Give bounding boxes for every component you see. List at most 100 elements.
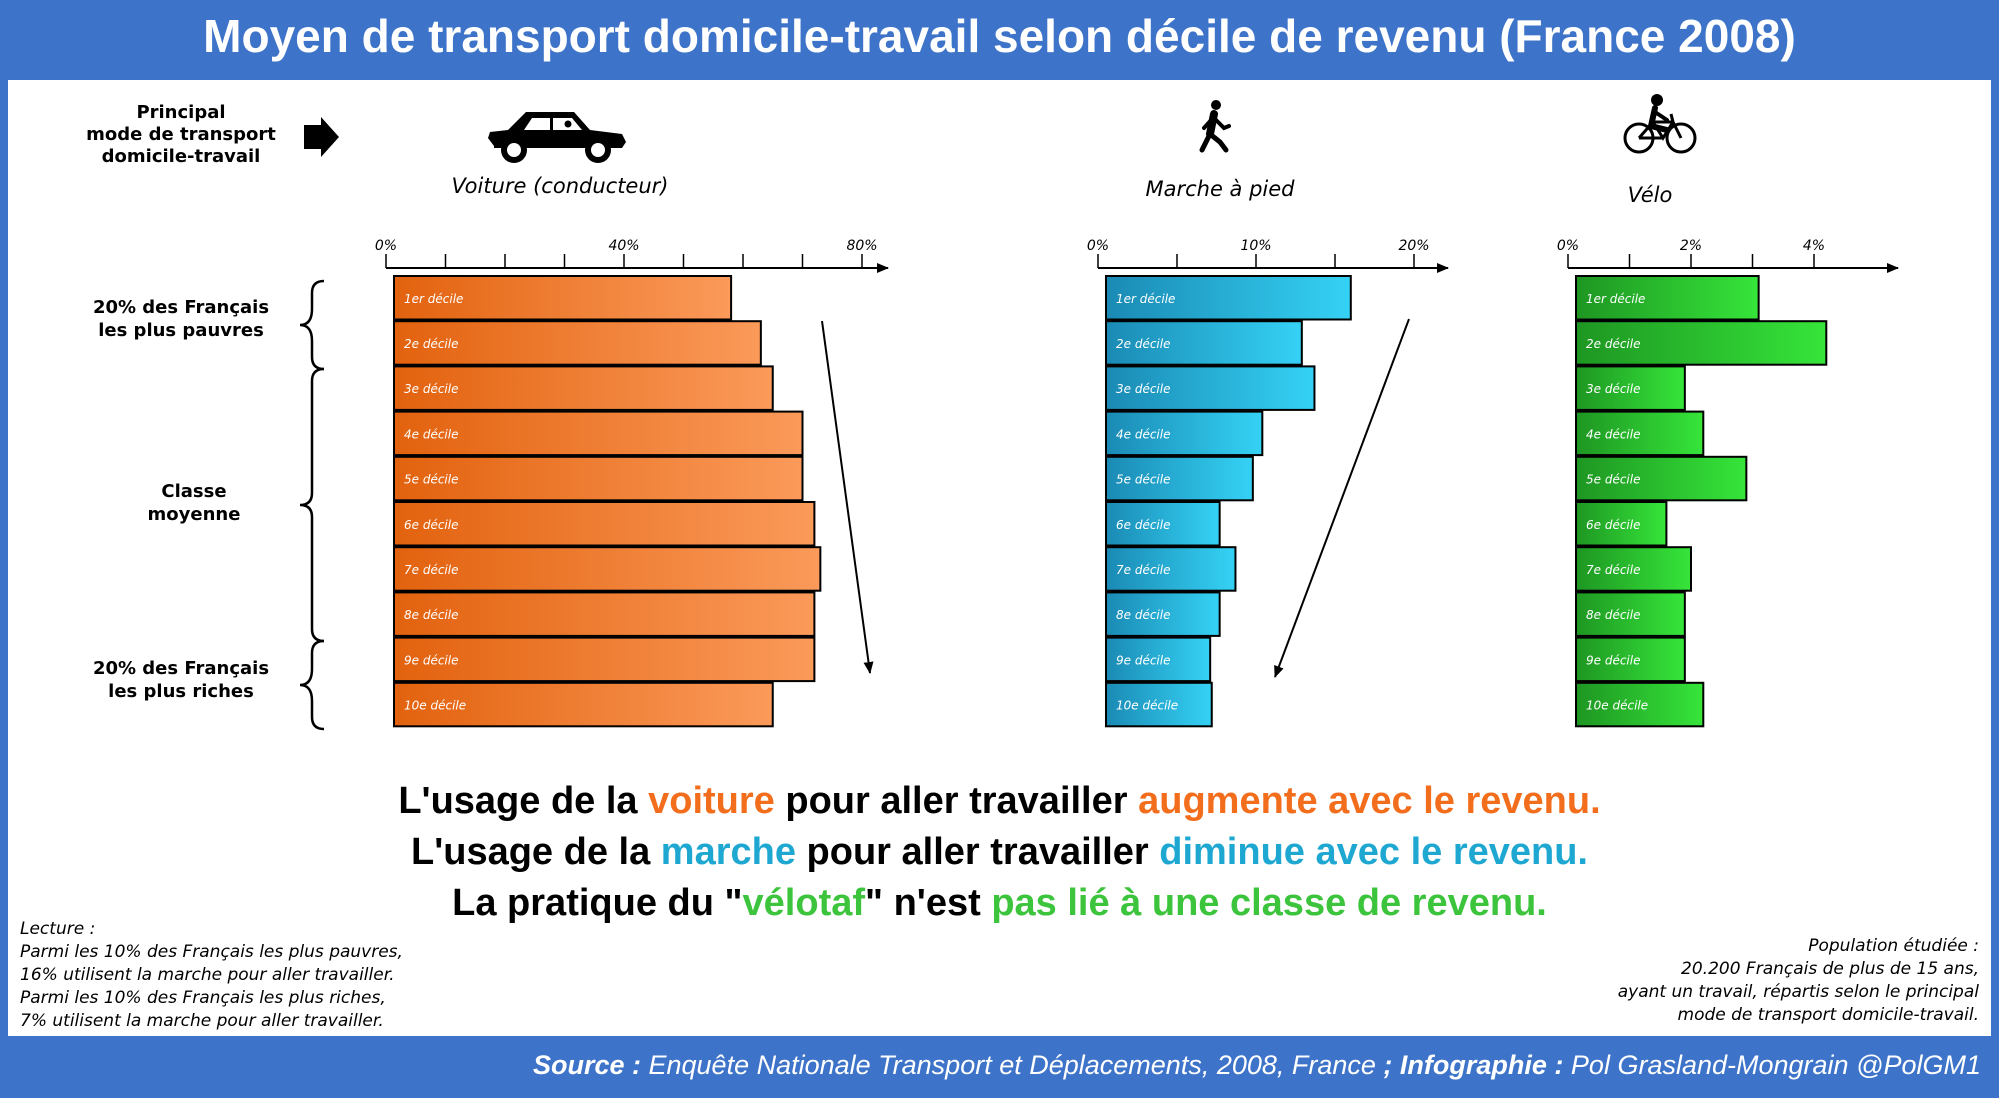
- bar: [393, 591, 816, 637]
- bar-label: 9e décile: [1116, 653, 1170, 667]
- bar-label: 2e décile: [1586, 337, 1640, 351]
- conclusion-segment: vélotaf: [742, 882, 866, 924]
- brace-poor: [299, 279, 325, 371]
- bar-label: 4e décile: [1116, 427, 1170, 441]
- bar-label: 6e décile: [1116, 518, 1170, 532]
- chart-1: Voiture (conducteur) 0% 40% 80% 1er décile 2e…: [375, 174, 889, 728]
- conclusion-segment: pour aller travailler: [774, 780, 1139, 822]
- group-rich-line-1: 20% des Français: [92, 658, 270, 679]
- infographie-label: Infographie :: [1399, 1050, 1564, 1080]
- brace-middle: [299, 367, 325, 643]
- bar-label: 6e décile: [1586, 518, 1640, 532]
- bar-label: 3e décile: [1116, 382, 1170, 396]
- trend-arrow: [1274, 318, 1410, 678]
- source-footer: Source : Enquête Nationale Transport et …: [0, 1038, 1999, 1098]
- bar: [393, 546, 822, 592]
- header-label-line-2: mode de transport: [86, 124, 276, 145]
- bar: [1105, 501, 1221, 547]
- conclusion-segment: diminue avec le revenu.: [1159, 831, 1588, 873]
- group-poor-label: 20% des Français les plus pauvres: [71, 296, 291, 342]
- bar-label: 8e décile: [1116, 608, 1170, 622]
- lecture-line-1: Lecture :: [20, 919, 96, 939]
- bar-label: 10e décile: [1586, 699, 1648, 713]
- bar-label: 4e décile: [1586, 427, 1640, 441]
- bar: [1575, 591, 1686, 637]
- tick-label: 80%: [846, 238, 877, 254]
- bar-label: 1er décile: [1116, 292, 1175, 306]
- lecture-line-2: Parmi les 10% des Français les plus pauv…: [20, 942, 403, 962]
- right-arrow-icon: [304, 117, 339, 157]
- walking-icon: [1199, 100, 1231, 153]
- bar: [393, 636, 816, 683]
- bar: [393, 455, 804, 502]
- conclusion-bike: La pratique du "vélotaf" n'est pas lié à…: [8, 882, 1991, 925]
- bar-label: 10e décile: [1116, 699, 1178, 713]
- source-label: Source :: [532, 1050, 641, 1080]
- chart-title: Marche à pied: [1145, 177, 1295, 201]
- bar: [1105, 455, 1254, 502]
- tick-label: 0%: [1557, 238, 1579, 254]
- chart-2: Marche à pied 0% 10% 20% 1er décile 2e décile…: [1087, 177, 1449, 728]
- brace-rich: [299, 639, 325, 731]
- population-line-4: mode de transport domicile-travail.: [1677, 1005, 1979, 1025]
- bar-label: 5e décile: [404, 473, 458, 487]
- chart-title: Voiture (conducteur): [452, 174, 669, 198]
- bar: [393, 365, 774, 411]
- infographic-panel: Principal mode de transport domicile-tra…: [8, 80, 1991, 1036]
- conclusion-segment: pour aller travailler: [795, 831, 1160, 873]
- population-line-2: 20.200 Français de plus de 15 ans,: [1681, 959, 1979, 979]
- bar: [1575, 275, 1760, 321]
- bar: [1105, 410, 1264, 457]
- tick-label: 40%: [608, 238, 639, 254]
- population-line-3: ayant un travail, répartis selon le prin…: [1617, 982, 1979, 1002]
- conclusion-walk: L'usage de la marche pour aller travaill…: [8, 831, 1991, 874]
- bar-label: 2e décile: [1116, 337, 1170, 351]
- page-title: Moyen de transport domicile-travail selo…: [203, 10, 1796, 62]
- conclusion-car: L'usage de la voiture pour aller travail…: [8, 780, 1991, 823]
- conclusion-segment: marche: [660, 831, 796, 873]
- population-line-1: Population étudiée :: [1808, 936, 1979, 956]
- bar-label: 2e décile: [404, 337, 458, 351]
- group-middle-line-1: Classe: [161, 481, 227, 502]
- bar-label: 10e décile: [404, 699, 466, 713]
- bar-label: 7e décile: [404, 563, 458, 577]
- group-rich-label: 20% des Français les plus riches: [71, 657, 291, 703]
- bar-label: 3e décile: [1586, 382, 1640, 396]
- bar: [1575, 410, 1705, 457]
- tick-label: 0%: [375, 238, 397, 254]
- trend-arrow: [821, 320, 874, 674]
- bar: [1105, 591, 1221, 637]
- bar-label: 5e décile: [1586, 473, 1640, 487]
- bar: [1575, 546, 1692, 592]
- bar: [1575, 681, 1705, 728]
- group-poor-line-1: 20% des Français: [92, 297, 270, 318]
- bar: [1575, 501, 1668, 547]
- bar-label: 9e décile: [1586, 653, 1640, 667]
- conclusion-segment: augmente avec le revenu.: [1138, 780, 1601, 822]
- bar-label: 9e décile: [404, 653, 458, 667]
- population-note: Population étudiée : 20.200 Français de …: [1618, 935, 1979, 1027]
- group-poor-line-2: les plus pauvres: [98, 320, 264, 341]
- bar: [1105, 365, 1316, 411]
- tick-label: 10%: [1240, 238, 1271, 254]
- bar-label: 4e décile: [404, 427, 458, 441]
- tick-label: 2%: [1680, 238, 1702, 254]
- conclusion-segment: L'usage de la: [410, 831, 661, 873]
- bar-label: 8e décile: [1586, 608, 1640, 622]
- source-text: Enquête Nationale Transport et Déplaceme…: [641, 1050, 1384, 1080]
- bar: [393, 410, 804, 457]
- bar: [393, 320, 762, 366]
- car-icon: [488, 112, 626, 163]
- tick-label: 20%: [1398, 238, 1429, 254]
- conclusion-segment: pas lié à une classe de revenu.: [991, 882, 1547, 924]
- footer-separator: ;: [1383, 1050, 1400, 1080]
- bar: [1105, 320, 1303, 366]
- bar: [1105, 275, 1352, 321]
- conclusion-segment: L'usage de la: [398, 780, 649, 822]
- bar-label: 6e décile: [404, 518, 458, 532]
- bar-label: 8e décile: [404, 608, 458, 622]
- conclusion-segment: voiture: [648, 780, 775, 822]
- bar: [1105, 546, 1237, 592]
- bar: [1575, 320, 1828, 366]
- tick-label: 4%: [1803, 238, 1825, 254]
